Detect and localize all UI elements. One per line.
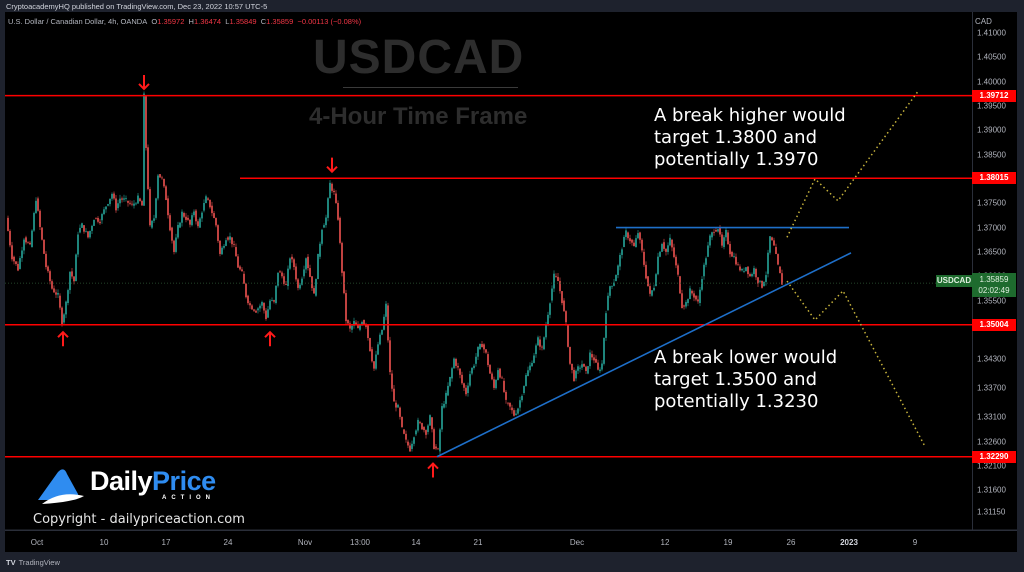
close-value: 1.35859 — [266, 17, 294, 26]
symbol-legend: U.S. Dollar / Canadian Dollar, 4h, OANDA… — [8, 17, 362, 26]
time-tick: Oct — [30, 538, 44, 547]
price-tick: 1.37000 — [977, 223, 1006, 233]
current-symbol-tag: USDCAD — [936, 275, 972, 287]
down-arrow-icon — [138, 74, 150, 91]
price-tick: 1.33100 — [977, 412, 1006, 422]
price-tick: 1.39000 — [977, 125, 1006, 135]
time-tick: Nov — [297, 538, 313, 547]
low-value: 1.35849 — [229, 17, 257, 26]
price-tick: 1.40500 — [977, 52, 1006, 62]
time-tick: 26 — [786, 538, 796, 547]
chart-panel[interactable] — [5, 12, 1017, 552]
price-tick: 1.32100 — [977, 461, 1006, 471]
tradingview-logo-icon: TV — [6, 558, 16, 567]
level-price-label: 1.38015 — [972, 172, 1016, 185]
bearish-note: A break lower would target 1.3500 and po… — [654, 347, 838, 412]
rising-support-trendline — [436, 252, 852, 458]
level-price-label: 1.32290 — [972, 450, 1016, 463]
open-value: 1.35972 — [157, 17, 185, 26]
time-tick: 17 — [161, 538, 171, 547]
time-tick: 21 — [473, 538, 483, 547]
price-tick: 1.36500 — [977, 247, 1006, 257]
candlestick-series — [7, 91, 783, 455]
time-tick: 13:00 — [349, 538, 371, 547]
time-tick: 19 — [723, 538, 733, 547]
price-axis[interactable] — [972, 12, 1018, 530]
symbol-description: U.S. Dollar / Canadian Dollar, 4h, OANDA — [8, 17, 148, 26]
dailypriceaction-logo: DailyPrice ACTION — [34, 466, 234, 506]
price-tick: 1.33700 — [977, 383, 1006, 393]
time-tick: 2023 — [840, 538, 858, 547]
projection-paths — [786, 90, 926, 447]
time-tick: 10 — [99, 538, 109, 547]
price-tick: 1.39500 — [977, 101, 1006, 111]
price-tick: 1.38500 — [977, 150, 1006, 160]
price-tick: 1.31600 — [977, 485, 1006, 495]
price-tick: 1.34300 — [977, 354, 1006, 364]
currency-label: CAD — [975, 17, 992, 26]
level-price-label: 1.35004 — [972, 318, 1016, 331]
time-tick: 9 — [912, 538, 918, 547]
current-price-label: 1.35859 02:02:49 — [972, 273, 1016, 297]
up-arrow-icon — [57, 330, 69, 347]
price-tick: 1.41000 — [977, 28, 1006, 38]
bullish-note: A break higher would target 1.3800 and p… — [654, 105, 846, 170]
bearish-path — [786, 280, 926, 447]
price-tick: 1.37500 — [977, 198, 1006, 208]
watermark-divider — [343, 87, 518, 88]
watermark-subtitle: 4-Hour Time Frame — [309, 103, 528, 130]
price-tick: 1.31150 — [977, 507, 1006, 517]
horizontal-levels — [5, 94, 972, 458]
time-tick: 14 — [411, 538, 421, 547]
trendlines — [436, 226, 852, 458]
tradingview-footer: TV TradingView — [6, 558, 60, 567]
time-tick: 24 — [223, 538, 233, 547]
up-arrow-icon — [264, 330, 276, 347]
arrow-markers — [57, 74, 439, 478]
published-caption: CryptoacademyHQ published on TradingView… — [6, 2, 268, 11]
watermark-title: USDCAD — [313, 31, 525, 84]
change-value: −0.00113 (−0.08%) — [297, 17, 362, 26]
price-tick: 1.40000 — [977, 77, 1006, 87]
down-arrow-icon — [326, 157, 338, 174]
price-tick: 1.35500 — [977, 296, 1006, 306]
level-price-label: 1.39712 — [972, 89, 1016, 102]
bullish-path — [786, 90, 919, 238]
up-arrow-icon — [427, 462, 439, 478]
time-tick: Dec — [569, 538, 585, 547]
copyright-text: Copyright - dailypriceaction.com — [33, 512, 245, 527]
high-value: 1.36474 — [193, 17, 222, 26]
logo-mark-icon — [38, 469, 84, 504]
price-tick: 1.32600 — [977, 437, 1006, 447]
time-tick: 12 — [660, 538, 670, 547]
time-axis[interactable] — [5, 530, 1017, 553]
